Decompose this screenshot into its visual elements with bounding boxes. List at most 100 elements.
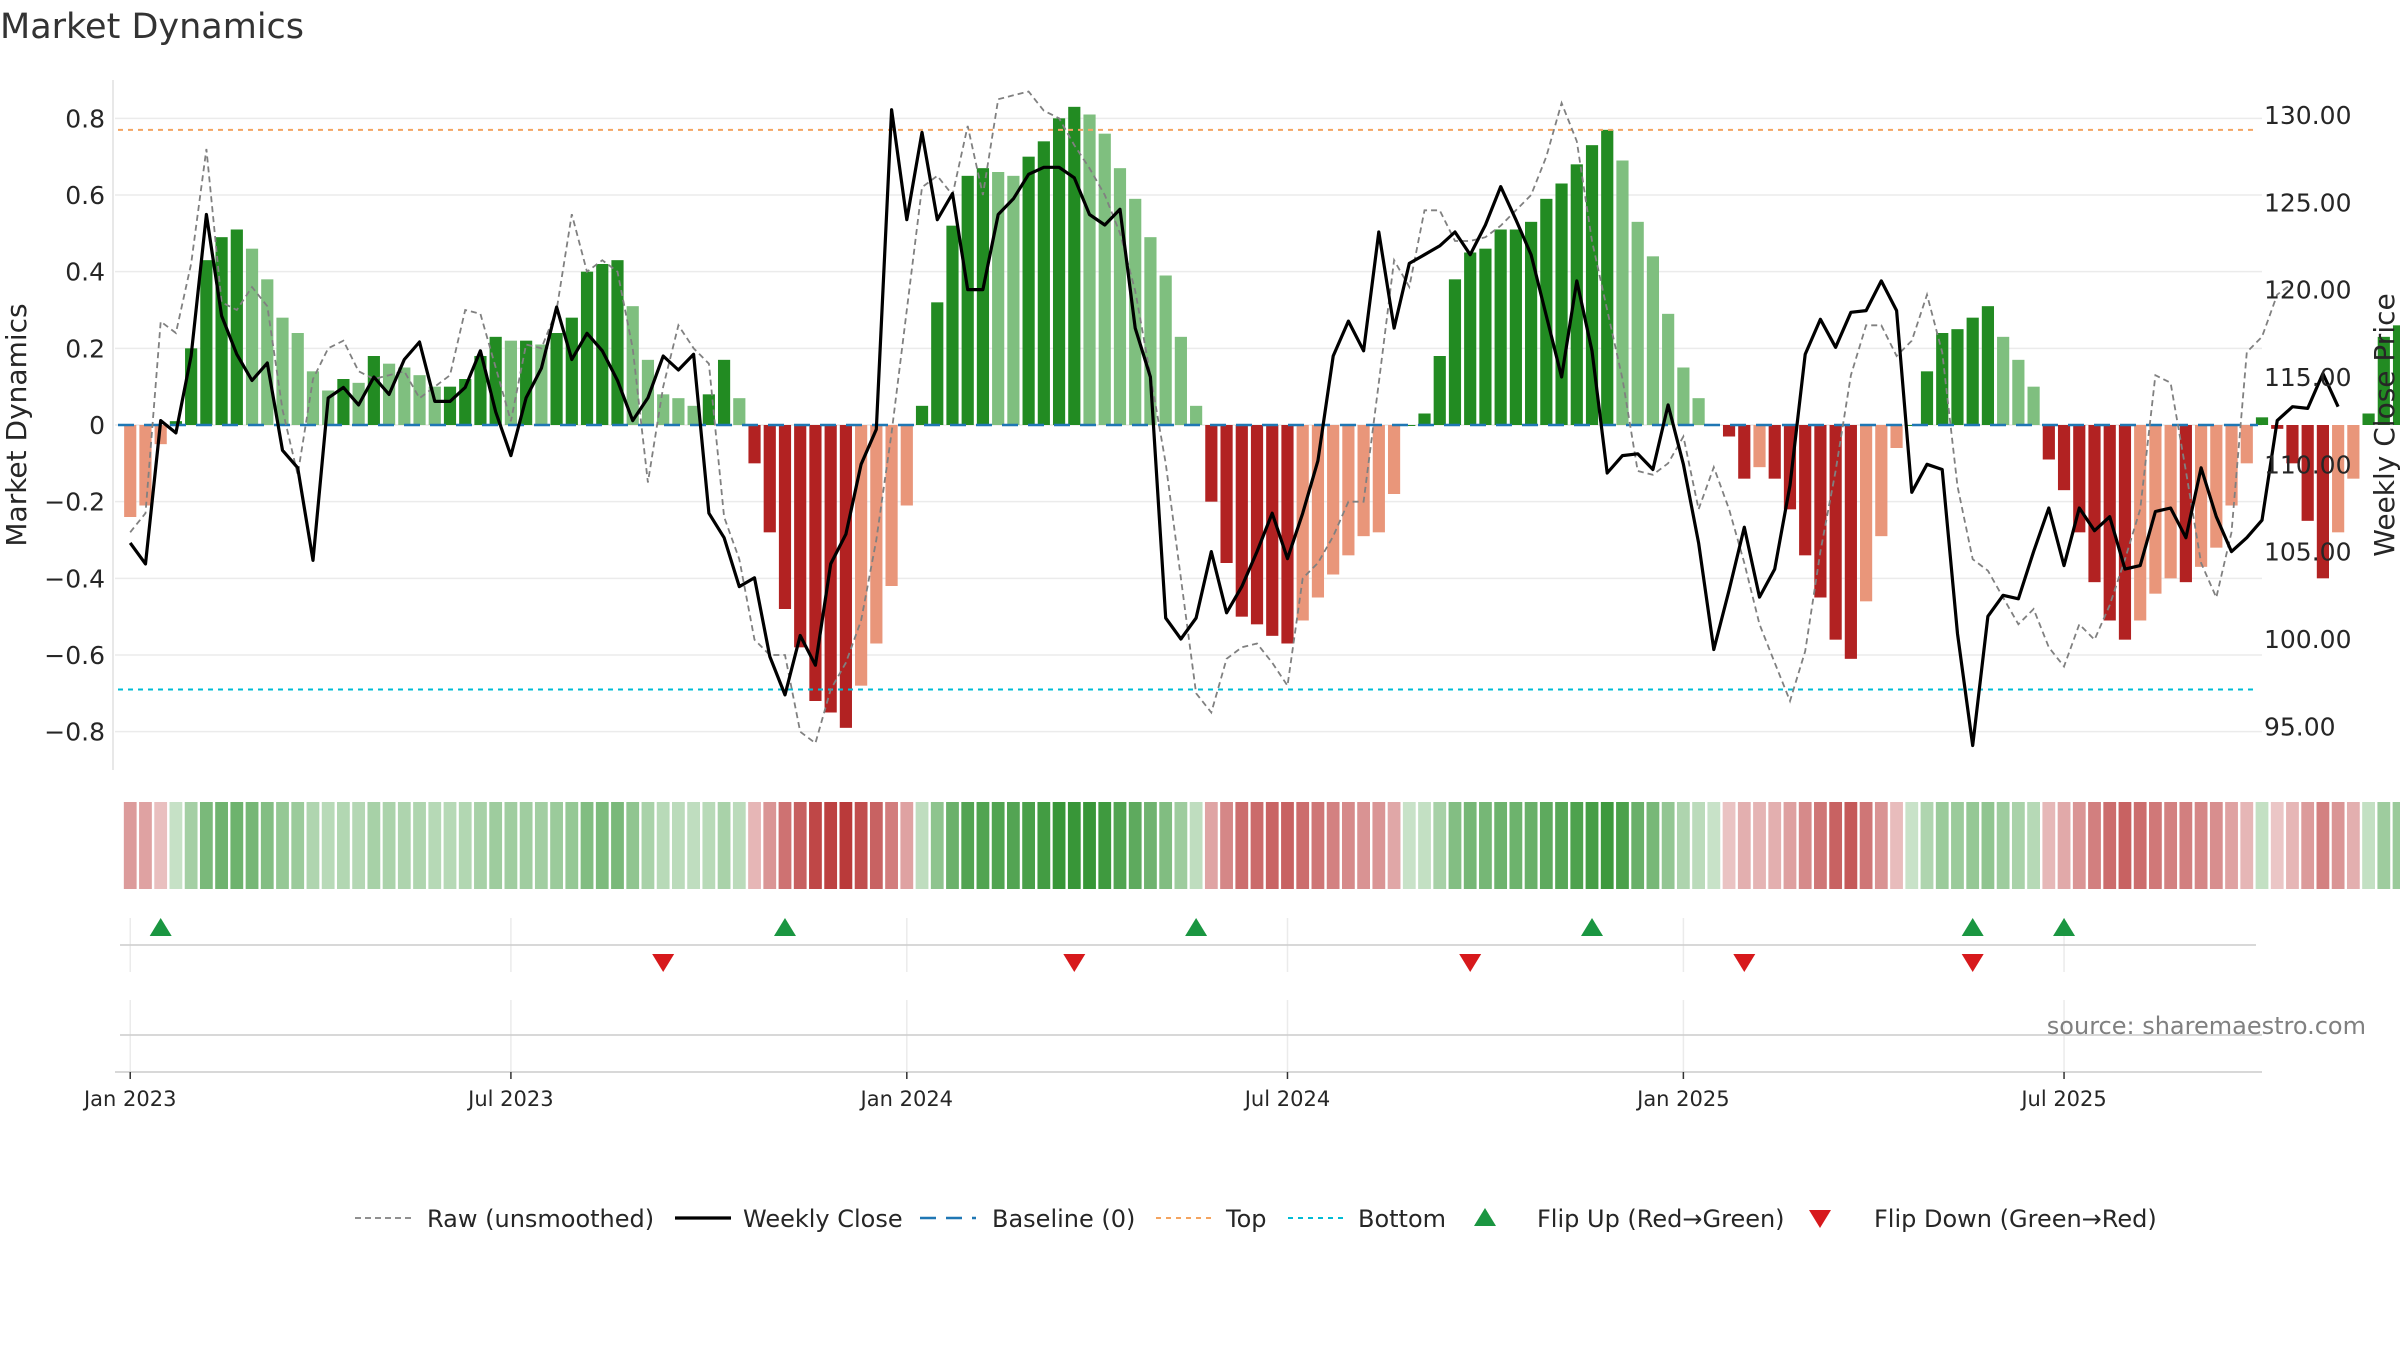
dynamics-bar: [261, 279, 274, 425]
legend-label: Weekly Close: [743, 1205, 903, 1233]
dynamics-bar: [2316, 425, 2329, 579]
dynamics-bar: [474, 356, 487, 425]
legend-label: Bottom: [1358, 1205, 1446, 1233]
regime-strip-cell: [702, 802, 716, 889]
regime-strip-cell: [1951, 802, 1964, 889]
chart-title: Market Dynamics: [0, 7, 304, 47]
dynamics-bar: [2392, 325, 2400, 425]
dynamics-bar: [2255, 417, 2269, 425]
dynamics-bar: [1372, 425, 1385, 533]
x-tick-label: Jul 2023: [466, 1087, 553, 1111]
dynamics-bar: [1814, 425, 1827, 598]
regime-strip-cell: [763, 802, 777, 889]
regime-strip-cell: [1250, 802, 1264, 889]
dynamics-bar: [1951, 329, 1964, 425]
dynamics-bar: [1387, 425, 1401, 494]
right-tick-label: 115.00: [2264, 363, 2351, 392]
dynamics-bar: [2210, 425, 2223, 548]
dynamics-bar: [2347, 425, 2360, 479]
regime-strip-cell: [504, 802, 518, 889]
regime-strip-cell: [2240, 802, 2254, 889]
dynamics-bar: [1920, 371, 1934, 425]
regime-strip-cell: [1448, 802, 1462, 889]
regime-strip-cell: [169, 802, 183, 889]
regime-strip-cell: [1296, 802, 1310, 889]
regime-strip-cell: [1646, 802, 1660, 889]
dynamics-bar: [596, 264, 609, 425]
regime-strip-cell: [1387, 802, 1401, 889]
dynamics-bar: [580, 271, 594, 425]
dynamics-bar: [885, 425, 898, 586]
dynamics-bar: [2377, 336, 2390, 425]
regime-strip-cell: [1798, 802, 1812, 889]
regime-strip-cell: [641, 802, 655, 889]
regime-strip-cell: [2194, 802, 2208, 889]
regime-strip-cell: [1555, 802, 1568, 889]
regime-strip-cell: [1753, 802, 1766, 889]
regime-strip-cell: [1814, 802, 1827, 889]
regime-strip-cell: [1920, 802, 1934, 889]
dynamics-bar: [2118, 425, 2132, 640]
dynamics-bar: [291, 333, 304, 425]
regime-strip-cell: [1676, 802, 1690, 889]
regime-strip-cell: [245, 802, 259, 889]
dynamics-bar: [2134, 425, 2147, 621]
dynamics-bar: [535, 344, 548, 425]
regime-strip-cell: [2027, 802, 2040, 889]
dynamics-bar: [1799, 425, 1812, 556]
regime-strip-cell: [1174, 802, 1188, 889]
regime-strip-cell: [2149, 802, 2162, 889]
dynamics-bar: [717, 359, 731, 425]
regime-strip: [123, 802, 2400, 889]
regime-strip-cell: [2164, 802, 2178, 889]
flip-down-marker: [652, 954, 675, 972]
regime-strip-cell: [1402, 802, 1416, 889]
dynamics-bar: [1281, 425, 1294, 644]
regime-strip-cell: [1006, 802, 1020, 889]
regime-strip-cell: [2133, 802, 2147, 889]
legend-label: Raw (unsmoothed): [427, 1205, 654, 1233]
dynamics-bar: [1646, 256, 1660, 425]
regime-strip-cell: [1874, 802, 1888, 889]
regime-strip-cell: [1128, 802, 1142, 889]
regime-strip-cell: [793, 802, 807, 889]
regime-strip-cell: [1204, 802, 1218, 889]
dynamics-bar: [900, 425, 913, 506]
dynamics-bar: [2073, 425, 2086, 533]
regime-strip-cell: [321, 802, 335, 889]
regime-strip-cell: [1539, 802, 1553, 889]
right-tick-label: 105.00: [2264, 538, 2351, 567]
dynamics-bar: [1555, 183, 1568, 425]
regime-strip-cell: [1661, 802, 1675, 889]
regime-strip-cell: [2011, 802, 2025, 889]
regime-strip-cell: [2331, 802, 2345, 889]
dynamics-bar: [1250, 425, 1264, 625]
regime-strip-cell: [337, 802, 350, 889]
dynamics-bar: [1479, 248, 1492, 425]
regime-strip-cell: [1616, 802, 1629, 889]
regime-strip-cell: [1600, 802, 1614, 889]
series-lines: [128, 90, 2340, 748]
dynamics-bar: [870, 425, 883, 644]
x-tick-label: Jan 2023: [82, 1087, 177, 1111]
dynamics-bar: [1768, 425, 1781, 479]
dynamics-bar: [276, 317, 289, 425]
regime-strip-cell: [1859, 802, 1873, 889]
dynamics-bar: [1890, 425, 1903, 448]
regime-strip-cell: [123, 802, 137, 889]
dynamics-bar: [915, 405, 929, 425]
dynamics-bars: [124, 106, 2400, 728]
regime-strip-cell: [672, 802, 685, 889]
regime-strip-cell: [2255, 802, 2269, 889]
regime-strip-cell: [2346, 802, 2360, 889]
dynamics-bar: [672, 398, 685, 425]
dynamics-bar: [565, 317, 578, 425]
left-tick-label: −0.2: [44, 488, 105, 517]
regime-strip-cell: [519, 802, 533, 889]
regime-strip-cell: [2270, 802, 2284, 889]
regime-strip-cell: [1326, 802, 1340, 889]
dynamics-bar: [443, 386, 457, 425]
regime-strip-cell: [595, 802, 609, 889]
regime-strip-cell: [413, 802, 426, 889]
